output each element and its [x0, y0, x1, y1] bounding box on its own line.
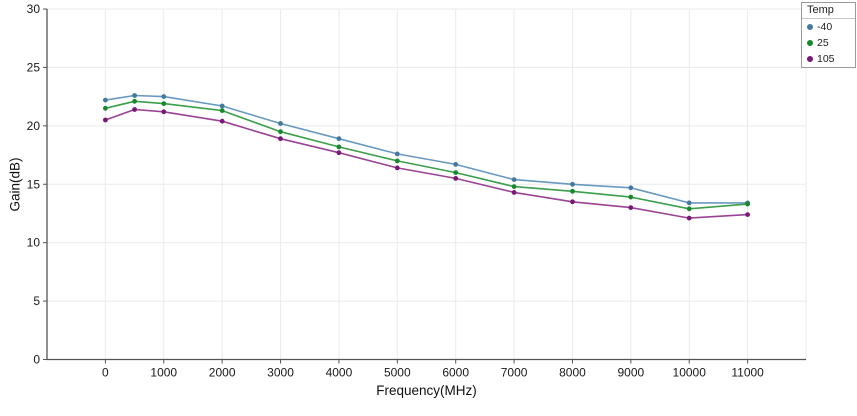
data-point-105-9000[interactable] — [628, 205, 634, 211]
data-point-25-4000[interactable] — [336, 144, 342, 150]
data-point-25-500[interactable] — [132, 98, 138, 104]
data-point-25-10000[interactable] — [686, 206, 692, 212]
data-point-25-2000[interactable] — [219, 108, 225, 113]
data-point--40-2000[interactable] — [219, 103, 225, 109]
data-point-105-7000[interactable] — [511, 190, 517, 195]
x-tick-label: 6000 — [442, 366, 469, 380]
data-point--40-0[interactable] — [103, 97, 108, 103]
data-point-105-1000[interactable] — [161, 109, 167, 115]
series-25 — [103, 98, 750, 212]
series-line--40 — [105, 94, 748, 204]
x-tick-label: 8000 — [559, 366, 586, 380]
legend-item--40[interactable]: -40 — [802, 19, 855, 35]
data-point--40-500[interactable] — [132, 93, 138, 98]
x-tick-label: 11000 — [731, 366, 764, 380]
data-point--40-8000[interactable] — [570, 181, 575, 187]
legend-marker-icon — [807, 24, 813, 30]
data-point-25-11000[interactable] — [745, 201, 750, 207]
x-tick-label: 9000 — [617, 366, 644, 380]
x-tick-label: 7000 — [501, 366, 528, 380]
data-point--40-9000[interactable] — [628, 185, 634, 191]
legend-item-105[interactable]: 105 — [802, 51, 855, 67]
data-point-25-1000[interactable] — [161, 101, 167, 106]
data-point--40-5000[interactable] — [394, 151, 400, 157]
y-tick-label: 0 — [33, 353, 40, 367]
y-axis-title: Gain(dB) — [7, 157, 23, 212]
y-tick-label: 10 — [27, 236, 41, 250]
x-tick-label: 3000 — [267, 366, 294, 380]
data-point--40-6000[interactable] — [453, 162, 459, 167]
data-point-25-9000[interactable] — [628, 194, 634, 200]
data-point--40-10000[interactable] — [686, 200, 692, 206]
data-point-105-10000[interactable] — [686, 215, 692, 221]
x-axis-title: Frequency(MHz) — [376, 383, 477, 398]
axes — [43, 8, 806, 364]
legend-marker-icon — [807, 40, 813, 46]
data-point--40-3000[interactable] — [278, 121, 283, 126]
x-tick-label: 10000 — [673, 366, 707, 380]
legend-title: Temp — [802, 3, 855, 19]
y-tick-label: 30 — [27, 2, 41, 16]
series--40 — [103, 93, 750, 206]
data-point-25-7000[interactable] — [511, 184, 517, 190]
data-point-105-2000[interactable] — [219, 118, 225, 124]
data-point-105-6000[interactable] — [453, 176, 459, 181]
x-tick-label: 4000 — [326, 366, 353, 380]
data-point--40-7000[interactable] — [511, 177, 517, 183]
x-tick-label: 1000 — [150, 366, 177, 380]
data-point-105-500[interactable] — [132, 107, 138, 112]
legend-items: -40 25 105 — [802, 19, 855, 67]
data-point-105-3000[interactable] — [278, 136, 283, 142]
data-point-25-5000[interactable] — [394, 158, 400, 164]
data-point-25-8000[interactable] — [570, 188, 575, 194]
data-point-105-5000[interactable] — [394, 165, 400, 171]
legend-item-label: -40 — [817, 20, 833, 33]
legend-marker-icon — [807, 56, 813, 62]
data-point-105-0[interactable] — [103, 117, 108, 123]
y-tick-label: 20 — [27, 119, 41, 133]
legend: Temp -40 25 105 — [801, 2, 856, 68]
data-point--40-1000[interactable] — [161, 94, 167, 99]
series-105 — [103, 107, 750, 221]
data-point-25-0[interactable] — [103, 105, 108, 111]
data-point-105-11000[interactable] — [745, 212, 750, 218]
y-tick-label: 25 — [27, 60, 41, 74]
x-tick-label: 0 — [102, 366, 109, 380]
legend-item-label: 25 — [817, 36, 829, 49]
data-point-105-8000[interactable] — [570, 199, 575, 205]
x-tick-label: 2000 — [209, 366, 236, 380]
x-tick-label: 5000 — [384, 366, 411, 380]
y-tick-label: 15 — [27, 177, 41, 191]
gridlines — [47, 8, 807, 360]
y-tick-label: 5 — [33, 294, 40, 308]
legend-item-label: 105 — [817, 52, 835, 65]
data-point-105-4000[interactable] — [336, 150, 342, 156]
data-point-25-3000[interactable] — [278, 129, 283, 135]
data-point--40-4000[interactable] — [336, 136, 342, 142]
legend-item-25[interactable]: 25 — [802, 35, 855, 51]
data-point-25-6000[interactable] — [453, 170, 459, 176]
tick-labels: 0 1000 2000 3000 4000 5000 6000 7000 8000 9000 100… — [27, 2, 765, 380]
